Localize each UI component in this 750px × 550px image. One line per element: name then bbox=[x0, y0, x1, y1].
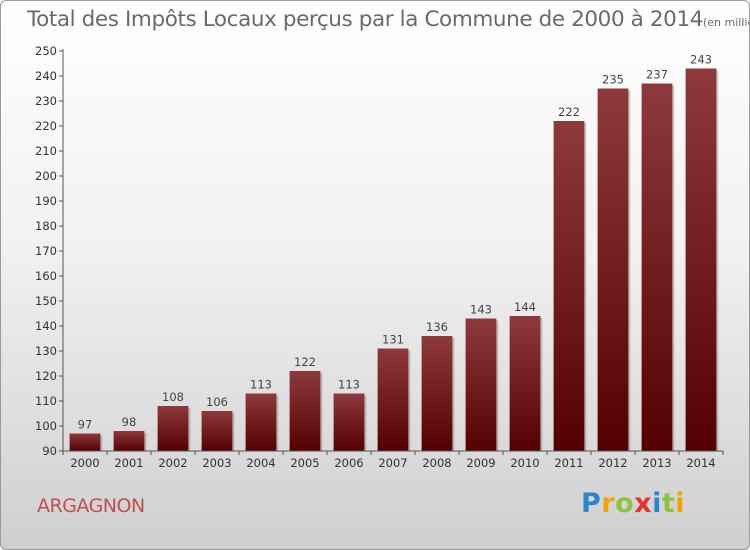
bar-2001 bbox=[113, 431, 145, 451]
y-tick-label-160: 160 bbox=[35, 269, 57, 283]
x-tick-label-2003: 2003 bbox=[202, 456, 231, 470]
data-label-2009: 143 bbox=[470, 303, 492, 317]
y-tick-label-130: 130 bbox=[35, 344, 57, 358]
data-label-2000: 97 bbox=[78, 418, 93, 432]
x-tick-label-2005: 2005 bbox=[290, 456, 319, 470]
x-tick-label-2012: 2012 bbox=[598, 456, 627, 470]
data-label-2010: 144 bbox=[514, 300, 536, 314]
data-label-2012: 235 bbox=[602, 73, 624, 87]
x-tick-label-2011: 2011 bbox=[554, 456, 583, 470]
bar-2005 bbox=[289, 371, 321, 451]
y-tick-label-150: 150 bbox=[35, 294, 57, 308]
data-label-2006: 113 bbox=[338, 378, 360, 392]
x-tick-label-2009: 2009 bbox=[466, 456, 495, 470]
data-label-2003: 106 bbox=[206, 395, 228, 409]
chart-unit: (en milliers d'€) bbox=[703, 16, 749, 29]
x-tick-label-2007: 2007 bbox=[378, 456, 407, 470]
data-label-2002: 108 bbox=[162, 390, 184, 404]
x-tick-label-2008: 2008 bbox=[422, 456, 451, 470]
data-label-2013: 237 bbox=[646, 68, 668, 82]
bar-2011 bbox=[553, 121, 585, 451]
y-tick-label-90: 90 bbox=[42, 444, 57, 458]
bar-2010 bbox=[509, 316, 541, 451]
bar-2008 bbox=[421, 336, 453, 451]
y-tick-label-230: 230 bbox=[35, 94, 57, 108]
y-tick-label-250: 250 bbox=[35, 44, 57, 58]
bar-2012 bbox=[597, 88, 629, 451]
x-tick-label-2004: 2004 bbox=[246, 456, 275, 470]
bar-2009 bbox=[465, 318, 497, 451]
commune-name: ARGAGNON bbox=[37, 495, 145, 517]
y-tick-label-240: 240 bbox=[35, 69, 57, 83]
bar-2002 bbox=[157, 406, 189, 451]
data-label-2014: 243 bbox=[690, 53, 712, 67]
data-label-2001: 98 bbox=[122, 415, 137, 429]
chart-title: Total des Impôts Locaux perçus par la Co… bbox=[27, 7, 749, 32]
data-label-2005: 122 bbox=[294, 355, 316, 369]
y-tick-label-100: 100 bbox=[35, 419, 57, 433]
data-label-2008: 136 bbox=[426, 320, 448, 334]
data-label-2007: 131 bbox=[382, 333, 404, 347]
bar-2003 bbox=[201, 411, 233, 451]
bar-2000 bbox=[69, 433, 101, 451]
x-tick-label-2006: 2006 bbox=[334, 456, 363, 470]
x-tick-label-2013: 2013 bbox=[642, 456, 671, 470]
bar-2014 bbox=[685, 68, 717, 451]
y-tick-label-210: 210 bbox=[35, 144, 57, 158]
proxiti-logo: Proxiti bbox=[581, 488, 686, 519]
x-tick-label-2001: 2001 bbox=[114, 456, 143, 470]
bar-2006 bbox=[333, 393, 365, 451]
y-tick-label-190: 190 bbox=[35, 194, 57, 208]
data-label-2011: 222 bbox=[558, 105, 580, 119]
data-label-2004: 113 bbox=[250, 378, 272, 392]
x-tick-label-2010: 2010 bbox=[510, 456, 539, 470]
y-tick-label-220: 220 bbox=[35, 119, 57, 133]
x-tick-label-2014: 2014 bbox=[686, 456, 715, 470]
y-tick-label-120: 120 bbox=[35, 369, 57, 383]
bar-2013 bbox=[641, 83, 673, 451]
y-tick-label-170: 170 bbox=[35, 244, 57, 258]
y-tick-label-110: 110 bbox=[35, 394, 57, 408]
x-tick-label-2000: 2000 bbox=[70, 456, 99, 470]
y-tick-label-180: 180 bbox=[35, 219, 57, 233]
bar-2004 bbox=[245, 393, 277, 451]
y-tick-label-200: 200 bbox=[35, 169, 57, 183]
bar-2007 bbox=[377, 348, 409, 451]
x-tick-label-2002: 2002 bbox=[158, 456, 187, 470]
y-tick-label-140: 140 bbox=[35, 319, 57, 333]
